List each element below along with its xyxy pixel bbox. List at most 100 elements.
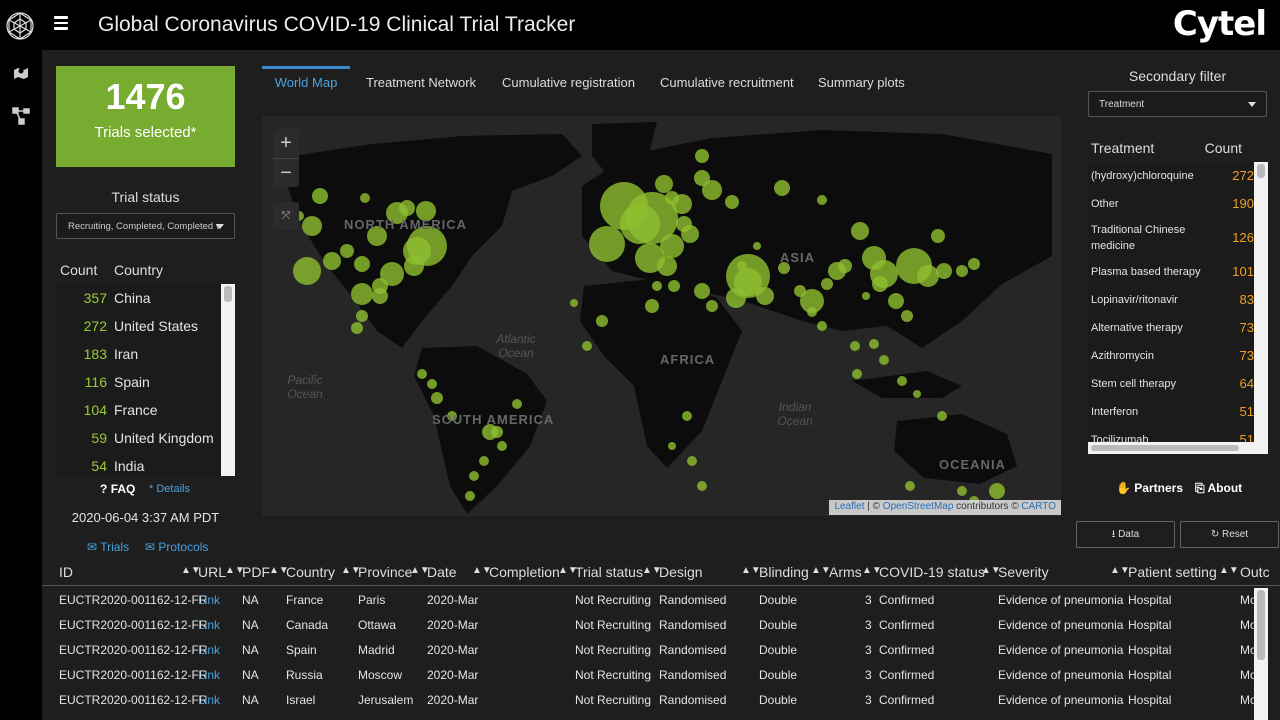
cell-url-link[interactable]: Link <box>198 593 221 607</box>
sort-icon[interactable]: ▲▼ <box>341 565 361 576</box>
country-row[interactable]: 272 United States <box>56 312 221 340</box>
col-blinding[interactable]: Blinding <box>759 564 809 580</box>
trial-bubble[interactable] <box>807 307 817 317</box>
trial-bubble[interactable] <box>774 180 790 196</box>
trial-bubble[interactable] <box>356 310 368 322</box>
trial-bubble[interactable] <box>800 289 824 313</box>
trial-bubble[interactable] <box>737 261 747 271</box>
secondary-filter-select[interactable]: Treatment <box>1088 91 1267 117</box>
trial-bubble[interactable] <box>668 442 676 450</box>
col-design[interactable]: Design <box>659 564 703 580</box>
menu-icon[interactable] <box>54 16 68 30</box>
col-date[interactable]: Date <box>427 564 457 580</box>
trial-bubble[interactable] <box>380 262 404 286</box>
map-icon[interactable] <box>12 65 30 83</box>
col-completion[interactable]: Completion <box>489 564 560 580</box>
openstreetmap-link[interactable]: OpenStreetMap <box>882 501 954 512</box>
trial-bubble[interactable] <box>668 280 680 292</box>
trial-bubble[interactable] <box>655 175 673 193</box>
trial-bubble[interactable] <box>872 276 888 292</box>
zoom-in-button[interactable]: + <box>280 132 292 154</box>
country-row[interactable]: 59 United Kingdom <box>56 424 221 452</box>
country-row[interactable]: 54 India <box>56 452 221 476</box>
col-arms[interactable]: Arms <box>829 564 862 580</box>
network-icon[interactable] <box>12 107 30 125</box>
tab-world-map[interactable]: World Map <box>262 66 350 98</box>
trial-bubble[interactable] <box>360 193 370 203</box>
trial-bubble[interactable] <box>626 192 678 244</box>
trial-bubble[interactable] <box>687 456 697 466</box>
sort-icon[interactable]: ▲▼ <box>181 565 201 576</box>
sort-icon[interactable]: ▲▼ <box>1219 565 1239 576</box>
country-row[interactable]: 116 Spain <box>56 368 221 396</box>
trial-bubble[interactable] <box>431 392 443 404</box>
table-scrollbar[interactable] <box>1254 588 1268 720</box>
count-column-header[interactable]: Count <box>1204 140 1242 156</box>
trial-bubble[interactable] <box>652 281 662 291</box>
sort-icon[interactable]: ▲▼ <box>642 565 662 576</box>
trial-bubble[interactable] <box>367 226 387 246</box>
leaflet-link[interactable]: Leaflet <box>834 501 865 512</box>
trial-bubble[interactable] <box>852 369 862 379</box>
col-trial-status[interactable]: Trial status <box>575 564 643 580</box>
trial-bubble[interactable] <box>936 263 952 279</box>
trial-bubble[interactable] <box>695 149 709 163</box>
protocols-download-link[interactable]: ✉ Protocols <box>145 540 208 554</box>
col-severity[interactable]: Severity <box>998 564 1049 580</box>
trial-bubble[interactable] <box>989 483 1005 499</box>
trial-bubble[interactable] <box>404 256 424 276</box>
tab-treatment-network[interactable]: Treatment Network <box>366 75 477 90</box>
col-url[interactable]: URL <box>198 564 227 580</box>
trial-bubble[interactable] <box>917 265 939 287</box>
table-row[interactable]: EUCTR2020-001162-12-FR Link NA Israel Jerusa… <box>42 688 1268 713</box>
table-row[interactable]: EUCTR2020-001162-12-FR Link NA Canada Ottawa… <box>42 613 1268 638</box>
sort-icon[interactable]: ▲▼ <box>472 565 492 576</box>
carto-link[interactable]: CARTO <box>1021 501 1056 512</box>
trial-bubble[interactable] <box>465 491 475 501</box>
trial-bubble[interactable] <box>312 188 328 204</box>
trial-bubble[interactable] <box>794 285 806 297</box>
trial-bubble[interactable] <box>582 341 592 351</box>
trial-bubble[interactable] <box>645 299 659 313</box>
trial-bubble[interactable] <box>913 390 921 398</box>
trial-bubble[interactable] <box>491 426 503 438</box>
world-map[interactable]: + − ⤧ NORTH AMERICA SOUTH AMERICA AFRICA… <box>262 116 1061 516</box>
trial-bubble[interactable] <box>778 262 790 274</box>
sort-icon[interactable]: ▲▼ <box>741 565 761 576</box>
treatment-column-header[interactable]: Treatment <box>1091 140 1155 156</box>
sort-icon[interactable]: ▲▼ <box>981 565 1001 576</box>
tab-cumulative-recruitment[interactable]: Cumulative recruitment <box>660 75 794 90</box>
trial-bubble[interactable] <box>869 339 879 349</box>
trial-bubble[interactable] <box>850 341 860 351</box>
trial-bubble[interactable] <box>694 170 710 186</box>
trial-bubble[interactable] <box>706 300 718 312</box>
trial-bubble[interactable] <box>726 288 746 308</box>
treatment-list-scrollbar[interactable] <box>1254 162 1268 442</box>
trial-bubble[interactable] <box>469 471 479 481</box>
country-row[interactable]: 104 France <box>56 396 221 424</box>
trial-bubble[interactable] <box>596 315 608 327</box>
trial-bubble[interactable] <box>694 283 710 299</box>
trial-bubble[interactable] <box>427 379 437 389</box>
trial-bubble[interactable] <box>725 195 739 209</box>
trial-bubble[interactable] <box>756 287 774 305</box>
trial-bubble[interactable] <box>851 222 869 240</box>
tab-summary-plots[interactable]: Summary plots <box>818 75 905 90</box>
table-row[interactable]: EUCTR2020-001162-12-FR Link NA France Paris 2… <box>42 588 1268 613</box>
trial-status-select[interactable]: Recruiting, Completed, Completed v <box>56 213 235 239</box>
trial-bubble[interactable] <box>702 180 722 200</box>
fullscreen-icon[interactable]: ⤧ <box>273 202 299 230</box>
trial-bubble[interactable] <box>905 481 915 491</box>
trial-bubble[interactable] <box>901 310 913 322</box>
col-patient-setting[interactable]: Patient setting <box>1128 564 1217 580</box>
trial-bubble[interactable] <box>340 244 354 258</box>
trial-bubble[interactable] <box>372 288 388 304</box>
trial-bubble[interactable] <box>682 411 692 421</box>
country-row[interactable]: 183 Iran <box>56 340 221 368</box>
table-row[interactable]: EUCTR2020-001162-12-FR Link NA Spain Madrid 2… <box>42 638 1268 663</box>
country-row[interactable]: 357 China <box>56 284 221 312</box>
count-column-header[interactable]: Count <box>60 262 98 278</box>
scrollbar-thumb[interactable] <box>1257 590 1265 660</box>
col-id[interactable]: ID <box>59 564 73 580</box>
trial-bubble[interactable] <box>838 259 852 273</box>
